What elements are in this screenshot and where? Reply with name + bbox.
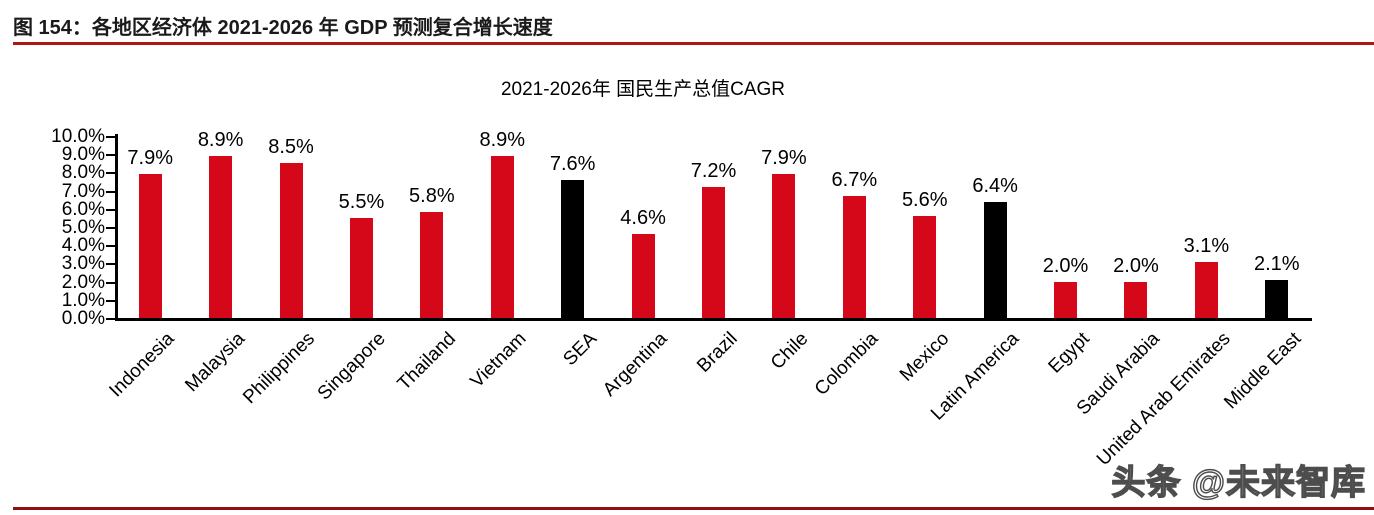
y-tick-label: 10.0% [51, 126, 105, 147]
x-tick-label: Chile [766, 328, 813, 374]
y-tick-label: 6.0% [61, 198, 105, 220]
bar-sea [561, 179, 585, 318]
x-tick-label: Brazil [693, 328, 742, 377]
y-tick-mark [106, 172, 115, 175]
y-tick-label: 2.0% [61, 271, 105, 293]
x-tick-label: Philippines [239, 328, 320, 409]
y-tick-mark [106, 281, 115, 284]
y-tick-label: 7.0% [61, 180, 105, 202]
bar-latin-america [983, 201, 1007, 318]
bar-thailand [420, 212, 444, 318]
x-axis-line [115, 318, 1312, 321]
bar-chile [772, 174, 796, 318]
y-tick-mark [106, 208, 115, 211]
figure-caption: 图 154：各地区经济体 2021-2026 年 GDP 预测复合增长速度 [13, 17, 553, 39]
bar-mexico [913, 216, 937, 318]
y-tick-mark [106, 245, 115, 248]
bar-saudi-arabia [1124, 281, 1148, 318]
y-tick-label: 5.0% [61, 217, 105, 238]
bar-united-arab-emirates [1194, 261, 1218, 318]
bar-value-label: 4.6% [620, 207, 666, 230]
y-tick-label: 0.0% [61, 308, 105, 329]
watermark: 头条 @未来智库 [1111, 463, 1366, 502]
bar-value-label: 2.0% [1113, 254, 1159, 277]
bar-colombia [842, 196, 866, 318]
x-tick-label: Mexico [895, 328, 953, 386]
y-tick-mark [106, 154, 115, 157]
x-tick-label: United Arab Emirates [1092, 328, 1235, 471]
bar-egypt [1054, 281, 1078, 318]
bar-malaysia [209, 156, 233, 318]
bar-brazil [702, 186, 725, 318]
bar-value-label: 7.6% [549, 152, 596, 175]
x-tick-label: Argentina [598, 328, 672, 401]
bar-vietnam [490, 156, 514, 318]
bar-philippines [279, 163, 303, 318]
bottom-rule-line [13, 507, 1374, 510]
bar-singapore [349, 217, 373, 318]
y-tick-mark [106, 227, 115, 229]
x-tick-label: SEA [559, 328, 601, 371]
bar-value-label: 7.9% [127, 147, 173, 170]
y-tick-mark [106, 190, 115, 193]
bar-value-label: 2.1% [1253, 252, 1300, 275]
y-tick-mark [106, 263, 115, 266]
x-tick-label: Thailand [393, 328, 461, 395]
y-tick-label: 8.0% [61, 162, 105, 184]
y-tick-label: 1.0% [61, 289, 105, 311]
caption-rule-line [13, 42, 1374, 45]
bar-value-label: 2.0% [1042, 254, 1089, 277]
bar-middle-east [1265, 279, 1289, 318]
y-tick-label: 9.0% [61, 144, 105, 166]
y-tick-mark [106, 136, 115, 138]
bar-value-label: 5.8% [409, 185, 455, 208]
bar-value-label: 5.6% [901, 189, 948, 212]
y-tick-mark [106, 299, 115, 302]
bar-value-label: 7.9% [761, 147, 807, 170]
x-tick-label: Egypt [1044, 328, 1094, 378]
bar-value-label: 8.9% [197, 129, 244, 152]
y-tick-label: 3.0% [61, 253, 105, 275]
bar-value-label: 3.1% [1183, 234, 1230, 257]
bar-value-label: 6.4% [972, 174, 1018, 197]
x-tick-label: Vietnam [466, 328, 531, 393]
y-axis-line [115, 134, 118, 321]
x-tick-label: Colombia [810, 328, 883, 400]
bar-value-label: 6.7% [831, 169, 878, 192]
y-tick-label: 4.0% [61, 235, 105, 257]
chart-title: 2021-2026年 国民生产总值CAGR [500, 79, 786, 100]
bar-value-label: 8.9% [479, 129, 526, 152]
x-tick-label: Singapore [313, 328, 390, 405]
bar-value-label: 5.5% [338, 190, 385, 213]
x-tick-label: Indonesia [105, 328, 179, 402]
y-tick-mark [106, 318, 115, 320]
bar-argentina [631, 234, 655, 318]
bar-value-label: 8.5% [268, 136, 314, 159]
bar-value-label: 7.2% [690, 159, 737, 182]
x-tick-label: Malaysia [180, 328, 249, 397]
bar-indonesia [138, 174, 162, 318]
